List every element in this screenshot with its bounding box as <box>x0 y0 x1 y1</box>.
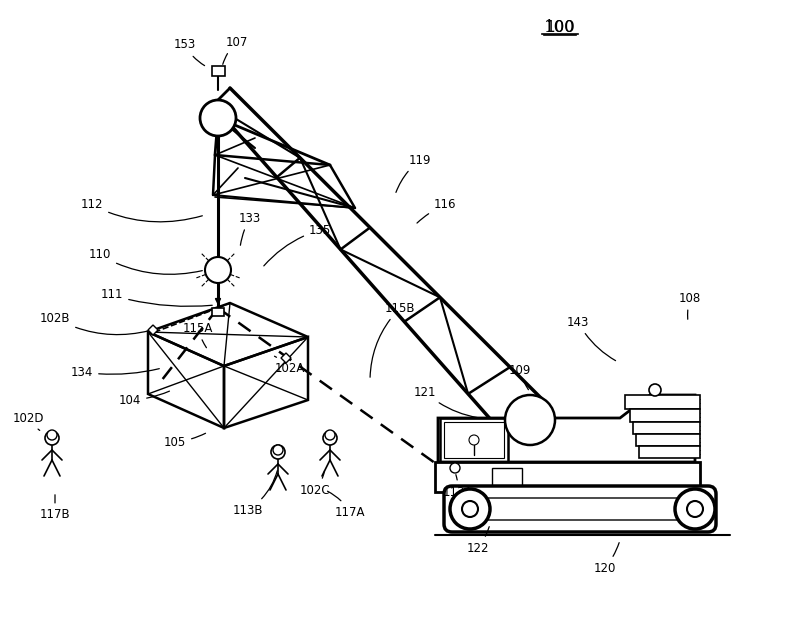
Circle shape <box>273 445 283 455</box>
Text: 110: 110 <box>89 249 202 275</box>
Text: 116: 116 <box>417 198 456 223</box>
Text: 100: 100 <box>546 20 574 36</box>
Text: 119: 119 <box>396 153 431 192</box>
Text: 102D: 102D <box>12 411 44 430</box>
Text: 102B: 102B <box>40 311 150 335</box>
Text: 153: 153 <box>174 39 205 66</box>
Text: 135: 135 <box>264 224 331 266</box>
Circle shape <box>505 395 555 445</box>
FancyBboxPatch shape <box>211 65 225 75</box>
Text: 120: 120 <box>594 543 619 574</box>
FancyBboxPatch shape <box>456 498 704 520</box>
Bar <box>625 395 700 409</box>
Polygon shape <box>148 325 158 335</box>
Circle shape <box>649 384 661 396</box>
Circle shape <box>325 430 335 440</box>
Circle shape <box>462 501 478 517</box>
Text: 133: 133 <box>239 212 261 245</box>
Text: 143: 143 <box>567 316 615 361</box>
Circle shape <box>687 501 703 517</box>
Bar <box>633 422 700 434</box>
Text: 111: 111 <box>101 288 212 306</box>
FancyBboxPatch shape <box>212 307 224 316</box>
Text: 105: 105 <box>164 433 206 448</box>
Bar <box>636 434 700 446</box>
Text: 121: 121 <box>414 385 478 418</box>
Bar <box>630 409 700 422</box>
Polygon shape <box>281 353 291 363</box>
Text: 115B: 115B <box>370 302 415 377</box>
Circle shape <box>469 435 479 445</box>
Circle shape <box>45 431 59 445</box>
Circle shape <box>205 257 231 283</box>
Text: 100: 100 <box>544 20 576 37</box>
Circle shape <box>200 100 236 136</box>
Text: 102C: 102C <box>300 470 330 496</box>
Text: 102A: 102A <box>274 356 305 375</box>
Text: 108: 108 <box>679 292 701 320</box>
Text: 117B: 117B <box>40 495 70 522</box>
Text: 115A: 115A <box>183 321 213 347</box>
FancyBboxPatch shape <box>444 486 716 532</box>
Text: 122: 122 <box>466 527 490 555</box>
Circle shape <box>323 431 337 445</box>
Circle shape <box>47 430 57 440</box>
Polygon shape <box>438 395 695 462</box>
Text: 107: 107 <box>222 36 248 64</box>
Circle shape <box>450 489 490 529</box>
Text: 109: 109 <box>509 363 531 390</box>
Bar <box>639 446 700 458</box>
Circle shape <box>450 463 460 473</box>
Circle shape <box>675 489 715 529</box>
Text: 117A: 117A <box>327 491 366 519</box>
Circle shape <box>271 445 285 459</box>
Text: 113A: 113A <box>443 475 473 498</box>
Text: 134: 134 <box>71 365 159 378</box>
Polygon shape <box>435 462 700 492</box>
Text: 113B: 113B <box>233 470 278 517</box>
Text: 112: 112 <box>81 198 202 222</box>
Text: 104: 104 <box>119 391 170 406</box>
